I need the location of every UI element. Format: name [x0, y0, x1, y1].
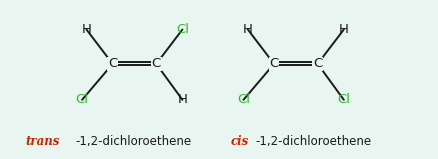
Text: C: C — [151, 57, 160, 70]
Text: H: H — [338, 23, 348, 36]
Text: H: H — [81, 23, 91, 36]
Text: H: H — [242, 23, 252, 36]
Text: -1,2-dichloroethene: -1,2-dichloroethene — [255, 135, 371, 149]
Text: Cl: Cl — [336, 93, 350, 106]
Text: Cl: Cl — [75, 93, 88, 106]
Text: cis: cis — [230, 135, 248, 149]
Text: C: C — [312, 57, 321, 70]
Text: C: C — [108, 57, 117, 70]
Text: Cl: Cl — [237, 93, 249, 106]
Text: -1,2-dichloroethene: -1,2-dichloroethene — [75, 135, 191, 149]
Text: trans: trans — [25, 135, 60, 149]
Text: Cl: Cl — [176, 23, 188, 36]
Text: H: H — [177, 93, 187, 106]
Text: C: C — [269, 57, 278, 70]
